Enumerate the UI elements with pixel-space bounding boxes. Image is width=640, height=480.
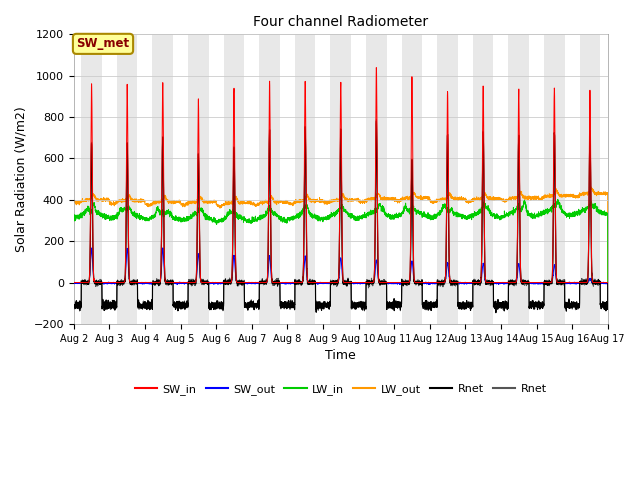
LW_out — [460, 197, 468, 203]
LW_out — [166, 199, 173, 204]
Bar — [473, 35, 493, 324]
LW_out — [321, 200, 328, 205]
SW_in — [431, 280, 438, 286]
Rnet — [604, 280, 612, 286]
Text: SW_met: SW_met — [76, 37, 129, 50]
SW_out — [425, 282, 433, 288]
Legend: SW_in, SW_out, LW_in, LW_out, Rnet, Rnet: SW_in, SW_out, LW_in, LW_out, Rnet, Rnet — [131, 380, 551, 399]
Bar — [330, 35, 351, 324]
LW_in — [604, 210, 611, 216]
Bar — [580, 35, 600, 324]
SW_in — [461, 280, 468, 286]
Rnet — [321, 303, 328, 309]
LW_in — [431, 211, 438, 217]
LW_in — [70, 213, 77, 219]
LW_in — [166, 212, 173, 217]
Bar — [188, 35, 209, 324]
Bar — [544, 35, 564, 324]
Rnet — [604, 280, 612, 286]
Bar — [81, 35, 102, 324]
LW_out — [491, 196, 499, 202]
Bar — [117, 35, 138, 324]
Rnet — [604, 302, 611, 308]
SW_out — [604, 280, 611, 286]
LW_out — [70, 200, 77, 206]
Line: LW_in: LW_in — [74, 199, 608, 283]
LW_in — [604, 280, 612, 286]
LW_in — [554, 196, 561, 202]
Bar — [223, 35, 244, 324]
SW_in — [491, 280, 499, 286]
LW_in — [491, 214, 499, 219]
Rnet — [461, 302, 468, 308]
SW_in — [321, 280, 328, 286]
SW_out — [166, 280, 173, 286]
Bar — [366, 35, 387, 324]
Rnet — [491, 300, 499, 306]
Rnet — [431, 303, 438, 309]
Rnet — [321, 303, 328, 309]
SW_out — [461, 280, 468, 286]
Bar — [437, 35, 458, 324]
Title: Four channel Radiometer: Four channel Radiometer — [253, 15, 428, 29]
Bar — [152, 35, 173, 324]
Line: Rnet: Rnet — [74, 121, 608, 312]
Rnet — [491, 301, 499, 307]
Bar — [295, 35, 316, 324]
SW_in — [372, 65, 380, 71]
Rnet — [604, 303, 611, 309]
SW_out — [159, 245, 166, 251]
Rnet — [166, 278, 173, 284]
SW_out — [70, 279, 77, 285]
Line: LW_out: LW_out — [74, 187, 608, 283]
Line: Rnet: Rnet — [74, 120, 608, 313]
LW_out — [604, 191, 611, 196]
Y-axis label: Solar Radiation (W/m2): Solar Radiation (W/m2) — [15, 106, 28, 252]
LW_in — [321, 216, 328, 222]
LW_out — [431, 200, 438, 205]
Rnet — [461, 303, 468, 309]
Line: SW_out: SW_out — [74, 248, 608, 285]
SW_in — [604, 280, 612, 286]
Rnet — [372, 117, 380, 122]
LW_out — [604, 280, 612, 286]
Rnet — [492, 310, 500, 315]
Rnet — [492, 310, 500, 316]
Bar — [259, 35, 280, 324]
Rnet — [70, 304, 77, 310]
SW_out — [431, 281, 439, 287]
SW_out — [604, 280, 612, 286]
Bar — [402, 35, 422, 324]
SW_out — [491, 280, 499, 286]
SW_out — [321, 281, 328, 287]
X-axis label: Time: Time — [325, 349, 356, 362]
Rnet — [431, 304, 438, 310]
Bar — [508, 35, 529, 324]
SW_in — [70, 280, 77, 286]
Line: SW_in: SW_in — [74, 68, 608, 283]
Rnet — [70, 305, 77, 311]
SW_in — [166, 280, 173, 286]
Rnet — [372, 118, 380, 124]
Rnet — [166, 278, 173, 284]
LW_out — [588, 184, 595, 190]
LW_in — [460, 215, 468, 220]
SW_in — [604, 280, 611, 286]
